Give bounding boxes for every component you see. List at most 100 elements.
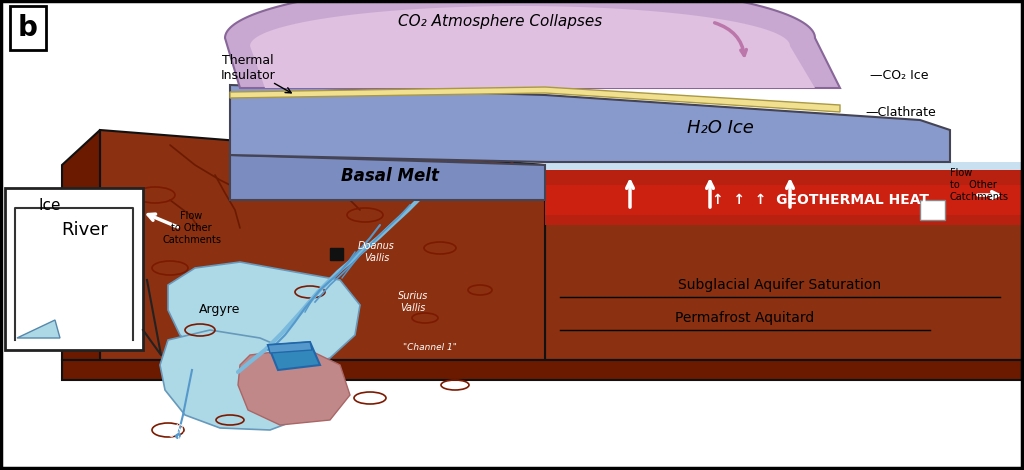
Ellipse shape xyxy=(295,0,325,8)
Ellipse shape xyxy=(545,12,558,16)
Ellipse shape xyxy=(490,7,509,11)
Polygon shape xyxy=(160,330,321,430)
Ellipse shape xyxy=(354,23,374,28)
Ellipse shape xyxy=(364,14,379,18)
Polygon shape xyxy=(100,130,545,360)
Ellipse shape xyxy=(625,10,656,19)
Text: Ice: Ice xyxy=(39,197,61,212)
Ellipse shape xyxy=(680,24,705,31)
Text: —Clathrate: —Clathrate xyxy=(865,105,936,118)
Ellipse shape xyxy=(667,12,688,18)
Ellipse shape xyxy=(404,26,421,31)
Ellipse shape xyxy=(652,3,666,7)
Text: Permafrost Aquitard: Permafrost Aquitard xyxy=(676,311,815,325)
Ellipse shape xyxy=(327,25,356,33)
Ellipse shape xyxy=(707,11,737,20)
Ellipse shape xyxy=(566,14,592,21)
Ellipse shape xyxy=(708,14,742,24)
Ellipse shape xyxy=(611,5,646,14)
Text: Thermal
Insulator: Thermal Insulator xyxy=(220,54,275,82)
Ellipse shape xyxy=(555,24,572,29)
Ellipse shape xyxy=(528,8,560,17)
Ellipse shape xyxy=(452,2,467,7)
Ellipse shape xyxy=(354,16,369,20)
Ellipse shape xyxy=(409,16,438,24)
Ellipse shape xyxy=(346,23,361,27)
Polygon shape xyxy=(545,185,1024,215)
Text: River: River xyxy=(61,221,109,239)
Ellipse shape xyxy=(346,12,367,17)
Ellipse shape xyxy=(339,25,356,30)
Ellipse shape xyxy=(543,8,568,16)
Text: H₂O Ice: H₂O Ice xyxy=(686,119,754,137)
Ellipse shape xyxy=(308,13,329,19)
Polygon shape xyxy=(238,348,350,425)
Text: Basal Melt: Basal Melt xyxy=(341,167,439,185)
Text: Argyre: Argyre xyxy=(200,304,241,316)
Ellipse shape xyxy=(499,7,518,12)
Ellipse shape xyxy=(374,21,402,29)
Ellipse shape xyxy=(310,5,328,9)
Polygon shape xyxy=(268,342,312,353)
Ellipse shape xyxy=(550,18,564,22)
Ellipse shape xyxy=(696,4,715,9)
Ellipse shape xyxy=(348,13,366,18)
Text: —CO₂ Ice: —CO₂ Ice xyxy=(870,69,929,81)
Ellipse shape xyxy=(691,0,723,9)
Ellipse shape xyxy=(305,12,323,16)
Ellipse shape xyxy=(475,25,508,34)
Ellipse shape xyxy=(623,19,645,25)
Ellipse shape xyxy=(420,26,432,30)
Text: Doanus
Vallis: Doanus Vallis xyxy=(358,241,395,263)
Text: b: b xyxy=(18,14,38,42)
Text: ↑  ↑  ↑  GEOTHERMAL HEAT: ↑ ↑ ↑ GEOTHERMAL HEAT xyxy=(712,193,929,207)
Text: Surius
Vallis: Surius Vallis xyxy=(398,291,428,313)
Ellipse shape xyxy=(553,23,580,30)
Ellipse shape xyxy=(497,11,531,21)
Polygon shape xyxy=(168,262,360,375)
Ellipse shape xyxy=(514,0,547,9)
Ellipse shape xyxy=(338,16,353,21)
Ellipse shape xyxy=(299,7,313,10)
Ellipse shape xyxy=(353,17,383,25)
Ellipse shape xyxy=(631,19,654,25)
Ellipse shape xyxy=(406,3,429,9)
Text: Flow
to   Other
Catchments: Flow to Other Catchments xyxy=(950,168,1009,202)
Ellipse shape xyxy=(655,22,677,27)
Ellipse shape xyxy=(392,9,413,15)
Ellipse shape xyxy=(629,18,650,24)
Text: Uzbol
Vallis: Uzbol Vallis xyxy=(166,415,201,449)
Polygon shape xyxy=(230,87,840,112)
Ellipse shape xyxy=(500,22,512,26)
Ellipse shape xyxy=(632,16,660,24)
Ellipse shape xyxy=(341,1,375,10)
Polygon shape xyxy=(920,200,945,220)
Ellipse shape xyxy=(690,19,709,24)
Bar xyxy=(5,188,143,350)
Ellipse shape xyxy=(572,22,595,28)
Ellipse shape xyxy=(478,21,507,29)
Ellipse shape xyxy=(582,12,607,19)
Ellipse shape xyxy=(486,10,506,16)
Ellipse shape xyxy=(477,0,509,7)
Polygon shape xyxy=(225,0,840,88)
Ellipse shape xyxy=(656,22,674,27)
Polygon shape xyxy=(545,165,1024,360)
Polygon shape xyxy=(230,85,950,162)
Polygon shape xyxy=(230,155,545,200)
Polygon shape xyxy=(545,162,1024,170)
Ellipse shape xyxy=(528,0,560,8)
Polygon shape xyxy=(268,342,321,370)
Ellipse shape xyxy=(592,4,608,8)
Polygon shape xyxy=(330,248,343,260)
Text: Flow
to Other
Catchments: Flow to Other Catchments xyxy=(162,212,221,244)
Text: Subglacial Aquifer Saturation: Subglacial Aquifer Saturation xyxy=(679,278,882,292)
Ellipse shape xyxy=(344,1,357,4)
Ellipse shape xyxy=(630,26,654,32)
Ellipse shape xyxy=(631,4,654,11)
Ellipse shape xyxy=(339,12,368,20)
Ellipse shape xyxy=(495,16,510,20)
Ellipse shape xyxy=(577,9,608,18)
Polygon shape xyxy=(62,130,100,360)
Ellipse shape xyxy=(175,433,181,439)
